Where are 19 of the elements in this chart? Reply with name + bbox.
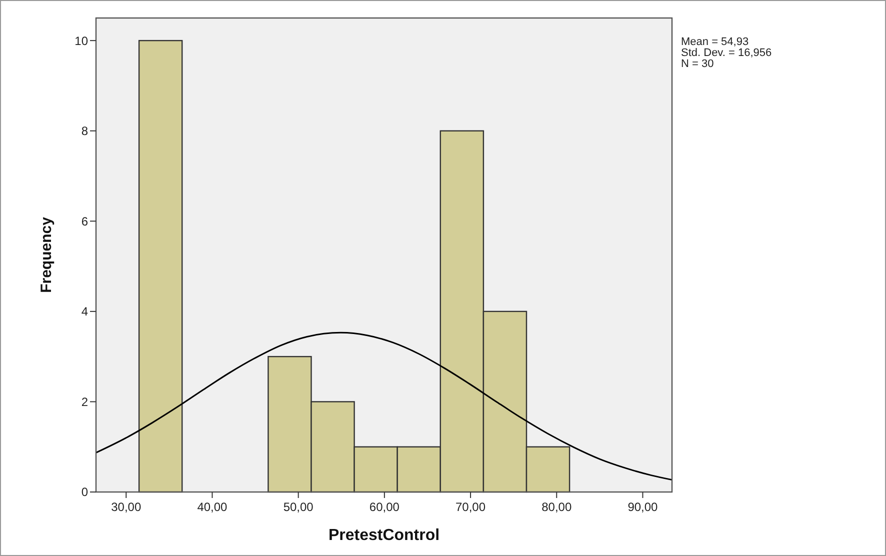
y-tick-label: 6 bbox=[81, 214, 88, 228]
x-tick-label: 30,00 bbox=[111, 500, 142, 514]
line-series bbox=[95, 332, 673, 481]
x-tick-label: 70,00 bbox=[456, 500, 486, 514]
text: Std. Dev. = 16,956 bbox=[681, 47, 772, 59]
text: N = 30 bbox=[681, 58, 714, 70]
y-tick-label: 0 bbox=[81, 485, 88, 500]
y-tick-label: 10 bbox=[74, 34, 88, 48]
y-axis-title: Frequency bbox=[38, 216, 55, 293]
x-tick-label: 80,00 bbox=[542, 500, 572, 514]
text: Mean = 54,93 bbox=[681, 36, 749, 48]
x-tick-label: 90,00 bbox=[628, 500, 658, 514]
x-tick-label: 60,00 bbox=[369, 500, 400, 514]
y-tick-label: 8 bbox=[81, 124, 88, 138]
x-axis-title: PretestControl bbox=[328, 527, 440, 544]
y-tick-label: 4 bbox=[81, 304, 88, 319]
x-tick-label: 50,00 bbox=[283, 500, 314, 514]
x-tick-label: 40,00 bbox=[197, 500, 228, 514]
y-tick-label: 2 bbox=[81, 394, 88, 409]
